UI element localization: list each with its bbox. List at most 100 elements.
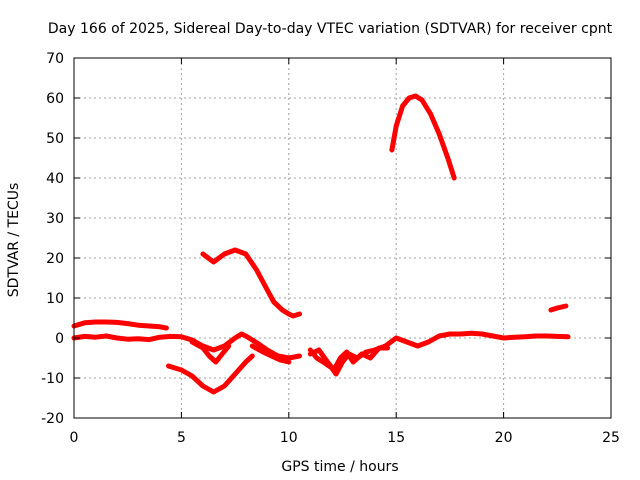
y-tick-label: 10: [46, 291, 64, 307]
data-point: [280, 307, 285, 313]
data-point: [250, 337, 255, 343]
data-point: [359, 351, 365, 357]
data-point: [544, 333, 549, 339]
data-point: [213, 359, 218, 365]
data-point: [136, 323, 141, 328]
data-point: [168, 334, 173, 339]
data-point: [555, 305, 560, 311]
data-point: [232, 247, 238, 253]
data-point: [447, 331, 453, 337]
axis-ticks: 0 5 10 15 20 25 -20 -10 0 10 20 30 40 50 60 70: [41, 51, 620, 446]
data-track-track-f: [200, 247, 302, 319]
data-point: [104, 319, 109, 325]
data-point: [239, 331, 244, 337]
data-point: [200, 251, 206, 257]
y-tick-label: 60: [46, 91, 64, 107]
data-point: [164, 325, 169, 331]
x-tick-label: 25: [602, 430, 620, 446]
data-point: [522, 334, 528, 339]
data-point: [157, 324, 163, 329]
chart-title: Day 166 of 2025, Sidereal Day-to-day VTE…: [48, 21, 613, 37]
data-point: [436, 131, 442, 137]
data-track-track-d: [249, 343, 292, 365]
plot-frame: [73, 57, 612, 419]
data-point: [265, 287, 270, 293]
data-track-track-a: [71, 319, 169, 331]
data-point: [415, 343, 420, 349]
data-point: [166, 363, 171, 369]
data-point: [125, 321, 130, 326]
data-point: [269, 353, 274, 359]
x-tick-label: 0: [70, 430, 79, 446]
data-point: [490, 333, 496, 339]
data-point: [314, 355, 319, 361]
data-point: [428, 111, 433, 117]
y-tick-label: 20: [46, 251, 64, 267]
data-point: [333, 371, 339, 377]
data-point: [179, 334, 184, 339]
data-point: [286, 355, 291, 361]
data-point: [157, 335, 163, 340]
data-point: [256, 341, 261, 347]
data-point: [232, 335, 238, 341]
data-point: [222, 383, 227, 389]
data-point: [278, 357, 283, 363]
data-point: [445, 155, 450, 161]
data-point: [226, 343, 231, 349]
data-point: [469, 331, 474, 336]
data-point: [286, 359, 291, 365]
data-point: [297, 353, 302, 359]
data-point: [125, 337, 130, 342]
data-point: [548, 307, 554, 313]
y-tick-label: 30: [46, 211, 64, 227]
y-tick-label: 40: [46, 171, 64, 187]
data-point: [146, 337, 152, 342]
data-point: [271, 299, 276, 305]
data-point: [211, 259, 216, 265]
data-point: [563, 303, 569, 309]
data-point: [376, 345, 382, 351]
data-point: [451, 175, 457, 181]
data-point: [404, 339, 410, 345]
data-point: [426, 339, 431, 345]
data-point: [316, 347, 322, 353]
data-point: [114, 335, 120, 341]
data-point: [114, 320, 120, 325]
data-point: [325, 359, 330, 365]
data-point: [82, 320, 87, 325]
data-point: [385, 345, 390, 351]
data-point: [389, 147, 395, 153]
y-tick-label: 50: [46, 131, 64, 147]
y-tick-label: 0: [55, 331, 64, 347]
data-point: [211, 347, 216, 353]
data-track-track-g: [307, 330, 571, 377]
data-point: [146, 323, 152, 329]
data-point: [458, 331, 463, 337]
data-point: [243, 359, 249, 365]
data-point: [250, 343, 255, 349]
y-tick-label: -20: [41, 411, 64, 427]
data-point: [308, 351, 313, 357]
data-point: [243, 251, 249, 257]
data-point: [413, 93, 418, 99]
data-point: [297, 311, 302, 317]
data-point: [394, 123, 399, 129]
data-point: [344, 349, 349, 355]
data-point: [207, 353, 212, 359]
data-point: [254, 267, 259, 273]
data-point: [479, 331, 485, 337]
y-tick-label: 70: [46, 51, 64, 67]
data-point: [565, 334, 571, 339]
data-point: [338, 355, 343, 361]
data-point: [200, 345, 206, 351]
data-point: [82, 334, 87, 339]
x-tick-label: 20: [495, 430, 513, 446]
data-point: [436, 333, 442, 339]
data-point: [179, 367, 184, 373]
data-point: [406, 95, 412, 101]
data-point: [555, 334, 560, 339]
data-point: [533, 333, 539, 339]
data-point: [136, 336, 141, 341]
x-axis-label: GPS time / hours: [281, 459, 398, 475]
